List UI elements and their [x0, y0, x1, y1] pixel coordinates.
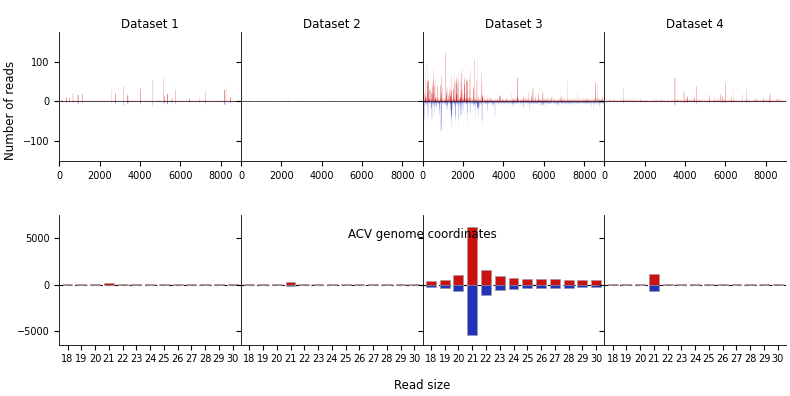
Bar [536, 279, 546, 284]
Text: ACV genome coordinates: ACV genome coordinates [348, 228, 497, 241]
Bar [481, 270, 491, 284]
Bar [509, 284, 518, 289]
Bar [495, 276, 505, 284]
Bar [649, 274, 659, 284]
Bar [426, 284, 436, 287]
Text: Number of reads: Number of reads [4, 61, 17, 160]
Bar [522, 284, 532, 288]
Title: Dataset 1: Dataset 1 [121, 17, 179, 30]
Bar [453, 275, 464, 284]
Title: Dataset 3: Dataset 3 [485, 17, 542, 30]
Bar [522, 279, 532, 284]
Bar [509, 278, 518, 284]
Bar [591, 284, 601, 287]
Bar [563, 284, 574, 288]
Bar [481, 284, 491, 295]
Bar [440, 284, 450, 288]
Bar [467, 284, 477, 335]
Bar [495, 284, 505, 289]
Title: Dataset 2: Dataset 2 [303, 17, 361, 30]
Bar [536, 284, 546, 288]
Text: Read size: Read size [394, 379, 451, 392]
Bar [591, 280, 601, 284]
Bar [550, 279, 560, 284]
Bar [467, 227, 477, 284]
Bar [426, 281, 436, 284]
Bar [649, 284, 659, 291]
Bar [285, 284, 295, 286]
Bar [550, 284, 560, 288]
Bar [103, 283, 114, 284]
Bar [563, 280, 574, 284]
Bar [285, 282, 295, 284]
Bar [453, 284, 464, 291]
Title: Dataset 4: Dataset 4 [666, 17, 724, 30]
Bar [440, 280, 450, 284]
Bar [577, 284, 587, 287]
Bar [103, 284, 114, 285]
Bar [577, 280, 587, 284]
